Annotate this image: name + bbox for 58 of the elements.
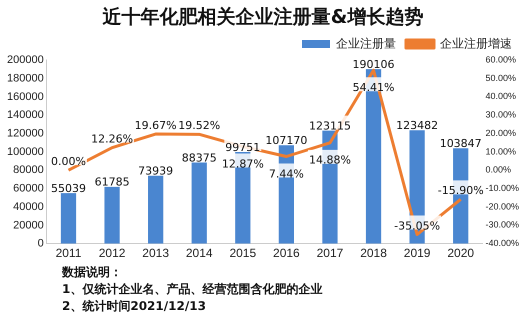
text: 2、统计时间2021/12/13 (62, 298, 207, 315)
y2-tick-label: 40.00% (485, 91, 516, 102)
x-tick-label: 2020 (447, 246, 474, 260)
y2-tick-label: -10.00% (485, 183, 520, 194)
data-label: 55039 (50, 182, 86, 195)
data-label: -35.05% (394, 219, 440, 232)
data-label: 7.44% (268, 167, 304, 180)
y2-tick-label: 10.00% (485, 146, 516, 156)
y2-tick-label: 60.00% (485, 54, 516, 64)
y-tick-label: 180000 (6, 72, 44, 84)
x-tick-label: 2018 (360, 246, 388, 260)
y2-tick-label: 0.00% (485, 164, 512, 175)
y-tick-label: 60000 (13, 182, 44, 195)
data-label: 19.67% (134, 118, 177, 132)
y-tick-label: 0 (38, 238, 44, 250)
data-label: 54.41% (352, 81, 395, 94)
x-tick-label: 2012 (98, 246, 126, 260)
y-tick-label: 200000 (6, 54, 44, 66)
y-tick-label: 100000 (6, 146, 44, 158)
x-tick-label: 2013 (142, 246, 170, 260)
text: 1、仅统计企业名、产品、经营范围含化肥的企业 (62, 281, 322, 298)
y2-tick-label: 50.00% (485, 72, 516, 83)
data-label: 103847 (440, 137, 482, 150)
data-label: 61785 (94, 176, 130, 189)
data-label: 107170 (265, 134, 308, 148)
data-label: 123115 (308, 119, 351, 132)
y2-tick-label: 20.00% (485, 128, 516, 138)
data-label: 73939 (138, 164, 174, 178)
y-tick-label: 160000 (6, 90, 44, 103)
text: 数据说明： (62, 264, 123, 281)
y-tick-label: 120000 (6, 127, 44, 140)
x-tick-label: 2017 (316, 246, 344, 260)
y-tick-label: 140000 (6, 109, 44, 122)
chart-title: 近十年化肥相关企业注册量&增长趋势 (102, 5, 424, 30)
data-label: 19.52% (178, 119, 220, 132)
data-label: 14.88% (308, 154, 351, 167)
y2-tick-label: -40.00% (485, 238, 520, 248)
y-tick-label: 80000 (13, 164, 44, 176)
y2-tick-label: -20.00% (485, 201, 520, 212)
data-label: 0.00% (51, 155, 86, 168)
data-label: 88375 (182, 151, 217, 164)
x-tick-label: 2016 (273, 246, 300, 260)
x-tick-label: 2015 (229, 246, 256, 260)
data-label: 190106 (352, 58, 395, 71)
data-label: 99751 (225, 140, 260, 154)
y-tick-label: 40000 (13, 200, 44, 213)
data-label: -15.90% (438, 184, 484, 198)
data-label: 123482 (396, 119, 438, 132)
data-label: 12.87% (222, 157, 264, 170)
y2-tick-label: 30.00% (485, 110, 516, 120)
y-tick-label: 20000 (13, 219, 44, 232)
data-label: 12.26% (91, 132, 134, 146)
x-tick-label: 2014 (186, 246, 213, 260)
y2-tick-label: -30.00% (485, 220, 520, 230)
legend-label: 企业注册增速 (440, 36, 512, 50)
x-tick-label: 2011 (56, 246, 82, 260)
legend-label: 企业注册量 (336, 36, 396, 50)
x-tick-label: 2019 (404, 246, 431, 260)
